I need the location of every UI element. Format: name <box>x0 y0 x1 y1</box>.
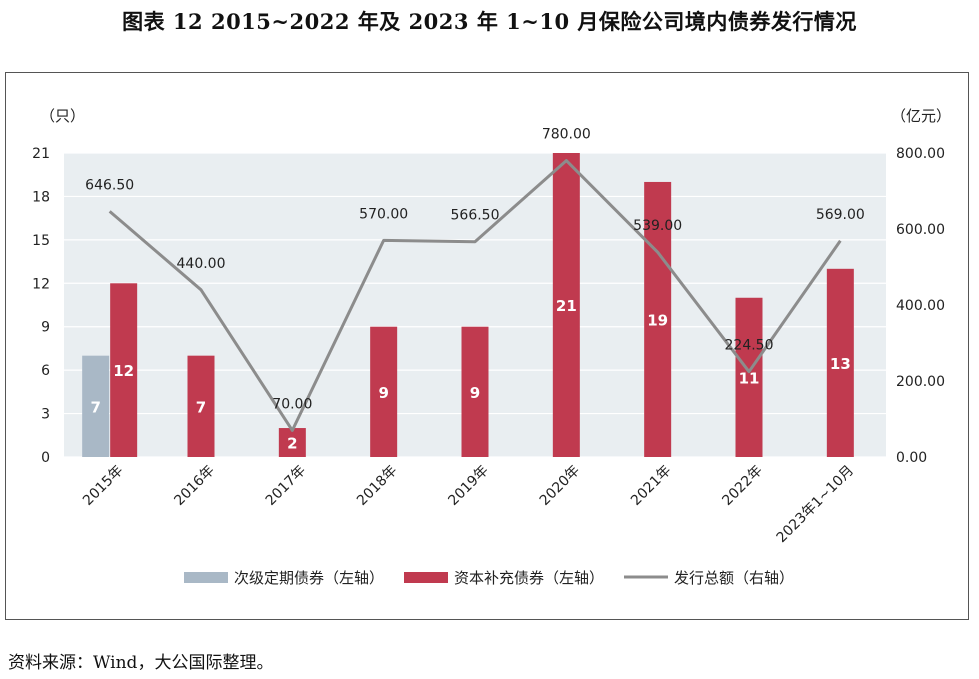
left-tick-label: 12 <box>32 276 50 292</box>
right-axis-unit: （亿元） <box>891 107 951 125</box>
right-tick-label: 0.00 <box>896 450 927 466</box>
left-tick-label: 18 <box>32 189 50 205</box>
bar-label-capital: 9 <box>378 384 388 402</box>
bar-label-capital: 21 <box>556 297 577 315</box>
bar-label-capital: 19 <box>647 311 668 329</box>
bar-label-capital: 9 <box>470 384 480 402</box>
bar-capital <box>735 297 763 457</box>
right-tick-label: 200.00 <box>896 374 945 390</box>
chart-frame: 0 3 6 9 12 15 18 21 0.00 200.00 400.00 600.00 800.00… <box>5 72 969 620</box>
bar-label-capital: 7 <box>196 398 206 416</box>
line-data-label: 440.00 <box>177 256 226 272</box>
bar-subordinated <box>82 355 110 457</box>
right-tick-label: 800.00 <box>896 146 945 162</box>
left-tick-label: 6 <box>41 363 50 379</box>
line-data-label: 569.00 <box>816 207 865 223</box>
x-tick-label: 2015年 <box>80 463 126 509</box>
bar-label-capital: 13 <box>830 355 851 373</box>
bar-label-subordinated: 7 <box>90 398 100 416</box>
source-note: 资料来源：Wind，大公国际整理。 <box>8 653 274 673</box>
bar-label-capital: 11 <box>739 369 760 387</box>
bar-capital <box>110 283 138 457</box>
legend-label-capital: 资本补充债券（左轴） <box>454 569 604 587</box>
x-tick-label: 2018年 <box>354 463 400 509</box>
line-data-label: 70.00 <box>272 396 312 412</box>
bar-capital <box>552 153 580 457</box>
right-tick-label: 600.00 <box>896 222 945 238</box>
bar-capital <box>644 181 672 457</box>
left-tick-label: 15 <box>32 233 50 249</box>
bar-capital <box>826 268 854 457</box>
bar-label-capital: 2 <box>287 435 297 453</box>
right-tick-label: 400.00 <box>896 298 945 314</box>
x-tick-label: 2022年 <box>719 463 765 509</box>
legend-swatch-capital <box>404 572 448 583</box>
bar-capital <box>461 326 489 457</box>
chart-title: 图表 12 2015~2022 年及 2023 年 1~10 月保险公司境内债券… <box>122 9 857 34</box>
bar-capital <box>370 326 398 457</box>
legend-label-total: 发行总额（右轴） <box>674 569 794 587</box>
line-data-label: 570.00 <box>359 206 408 222</box>
chart-svg: 0 3 6 9 12 15 18 21 0.00 200.00 400.00 600.00 800.00… <box>32 107 951 587</box>
left-axis-unit: （只） <box>40 107 85 125</box>
line-data-label: 780.00 <box>542 127 591 143</box>
legend-label-subordinated: 次级定期债券（左轴） <box>234 569 384 587</box>
line-data-label: 539.00 <box>633 218 682 234</box>
left-tick-label: 3 <box>41 407 50 423</box>
x-tick-label: 2017年 <box>263 463 309 509</box>
line-data-label: 224.50 <box>725 338 774 354</box>
left-tick-label: 21 <box>32 146 50 162</box>
bar-label-capital: 12 <box>113 362 134 380</box>
left-tick-label: 9 <box>41 320 50 336</box>
bar-capital <box>187 355 215 457</box>
total-issuance-line <box>108 159 842 432</box>
x-tick-label: 2021年 <box>628 463 674 509</box>
x-tick-label: 2023年1~10月 <box>774 463 858 547</box>
line-data-label: 566.50 <box>451 208 500 224</box>
x-tick-label: 2020年 <box>537 463 583 509</box>
legend-swatch-subordinated <box>184 572 228 583</box>
x-tick-label: 2019年 <box>445 463 491 509</box>
left-tick-label: 0 <box>41 450 50 466</box>
bar-capital <box>278 428 306 457</box>
line-data-label: 646.50 <box>85 177 134 193</box>
x-tick-label: 2016年 <box>171 463 217 509</box>
